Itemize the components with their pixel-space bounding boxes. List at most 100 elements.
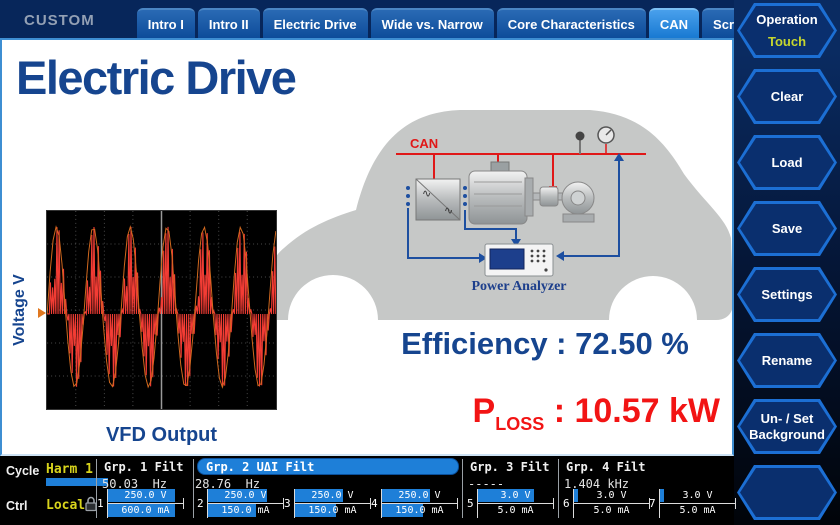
scale-end-tick <box>183 498 184 509</box>
scale-start-tick <box>207 489 208 518</box>
function-key-sidebar: Operation Touch Clear Load Save Settings Renam… <box>734 0 840 525</box>
rename-button[interactable]: Rename <box>737 333 837 388</box>
tab-wide-vs-narrow[interactable]: Wide vs. Narrow <box>370 8 494 38</box>
current-range-label: 150.0 mA <box>308 505 357 516</box>
ctrl-mode-value[interactable]: Local <box>46 498 86 513</box>
group-header-4[interactable]: Grp. 4 Filt <box>566 460 646 474</box>
save-button[interactable]: Save <box>737 201 837 256</box>
channel-number: 1 <box>97 497 104 510</box>
hex-face: Save <box>740 204 834 253</box>
current-range-label: 5.0 mA <box>497 505 534 516</box>
current-range-bar <box>381 504 424 517</box>
voltage-range-label: 3.0 V <box>500 490 531 501</box>
terminal-dots <box>406 186 467 206</box>
channel-range-scale: 250.0 V 150.0 mA <box>294 489 371 518</box>
blank-button[interactable] <box>737 465 837 520</box>
un-set-background-button[interactable]: Un- / Set Background <box>737 399 837 454</box>
voltage-range-label: 250.0 V <box>398 490 441 501</box>
scope-y-axis-label: Voltage V <box>11 274 28 346</box>
voltage-range-bar <box>107 489 175 502</box>
electric-drive-diagram: CAN ∿ <box>267 110 732 320</box>
channel-6[interactable]: 6 3.0 V 5.0 mA <box>563 489 650 519</box>
button-label: Settings <box>761 286 813 302</box>
hex-face <box>740 468 834 517</box>
cycle-mode-value[interactable]: Harm 1 <box>46 462 93 477</box>
ctrl-label: Ctrl <box>6 499 28 513</box>
voltage-range-bar <box>207 489 268 502</box>
status-bar: Cycle Harm 1 Ctrl Local Grp. 1 Filt 50.03… <box>0 456 736 525</box>
channel-number: 6 <box>563 497 570 510</box>
vfd-waveform <box>46 211 278 409</box>
scale-start-tick <box>107 489 108 518</box>
temperature-probe-icon <box>575 131 585 154</box>
hex-face: Un- / Set Background <box>740 402 834 451</box>
current-range-label: 600.0 mA <box>121 505 170 516</box>
button-label: Clear <box>770 88 804 104</box>
tab-intro-i[interactable]: Intro I <box>136 8 195 38</box>
cycle-label: Cycle <box>6 464 40 478</box>
scale-line <box>107 503 184 504</box>
channel-5[interactable]: 5 3.0 V 5.0 mA <box>467 489 554 519</box>
wiring-arrowheads <box>479 153 624 263</box>
group-header-2[interactable]: Grp. 2 UΔI Filt <box>197 458 459 475</box>
tab-electric-drive[interactable]: Electric Drive <box>262 8 368 38</box>
channel-number: 7 <box>649 497 656 510</box>
group-header-3[interactable]: Grp. 3 Filt <box>470 460 550 474</box>
svg-text:∿: ∿ <box>444 205 453 217</box>
hex-face: Operation Touch <box>740 6 834 55</box>
voltage-range-bar <box>381 489 431 502</box>
group-header-1[interactable]: Grp. 1 Filt <box>104 460 184 474</box>
scope-y-axis: Voltage V <box>8 210 32 410</box>
top-tab-bar: CUSTOM Intro I Intro II Electric Drive Wide… <box>0 0 803 38</box>
measurement-wiring <box>407 160 620 259</box>
main-column: CUSTOM Intro I Intro II Electric Drive Wide… <box>0 0 803 525</box>
channel-4[interactable]: 4 250.0 V 150.0 mA <box>371 489 458 519</box>
channel-number: 4 <box>371 497 378 510</box>
voltage-range-label: 250.0 V <box>224 490 267 501</box>
tab-intro-ii[interactable]: Intro II <box>197 8 260 38</box>
scale-start-tick <box>294 489 295 518</box>
tab-can[interactable]: CAN <box>648 8 700 38</box>
section-divider <box>462 459 463 518</box>
scale-end-tick <box>649 498 650 509</box>
scale-start-tick <box>573 489 574 518</box>
power-analyzer-symbol <box>484 243 554 277</box>
power-loss-readout: PLOSS : 10.57 kW <box>370 392 720 435</box>
hex-face: Settings <box>740 270 834 319</box>
scale-line <box>207 503 284 504</box>
section-divider <box>96 459 97 518</box>
button-label: Load <box>771 154 803 170</box>
settings-button[interactable]: Settings <box>737 267 837 322</box>
section-divider <box>558 459 559 518</box>
load-button[interactable]: Load <box>737 135 837 190</box>
button-label: Save <box>771 220 803 236</box>
scale-start-tick <box>477 489 478 518</box>
scale-end-tick <box>553 498 554 509</box>
scale-start-tick <box>381 489 382 518</box>
current-range-bar <box>107 504 175 517</box>
current-range-bar <box>207 504 256 517</box>
shaft-and-load <box>532 181 595 223</box>
channel-number: 3 <box>284 497 291 510</box>
cycle-progress-bar <box>46 478 108 486</box>
clear-button[interactable]: Clear <box>737 69 837 124</box>
group-frequency-4: 1.404 kHz <box>564 477 630 491</box>
channel-3[interactable]: 3 250.0 V 150.0 mA <box>284 489 371 519</box>
scale-end-tick <box>735 498 736 509</box>
channel-1[interactable]: 1 250.0 V 600.0 mA <box>97 489 184 519</box>
gauge-icon <box>597 126 615 154</box>
channel-2[interactable]: 2 250.0 V 150.0 mA <box>197 489 284 519</box>
current-range-label: 5.0 mA <box>679 505 716 516</box>
operation-button[interactable]: Operation Touch <box>737 3 837 58</box>
scale-line <box>381 503 458 504</box>
channel-range-scale: 250.0 V 150.0 mA <box>381 489 458 518</box>
scale-end-tick <box>283 498 284 509</box>
system-mode-label: CUSTOM <box>24 12 95 29</box>
ploss-subscript: LOSS <box>495 413 545 434</box>
button-label: Rename <box>761 352 813 368</box>
current-range-label: 5.0 mA <box>593 505 630 516</box>
scope-display <box>46 210 278 410</box>
scale-line <box>573 503 650 504</box>
channel-7[interactable]: 7 3.0 V 5.0 mA <box>649 489 736 519</box>
tab-core-characteristics[interactable]: Core Characteristics <box>496 8 646 38</box>
